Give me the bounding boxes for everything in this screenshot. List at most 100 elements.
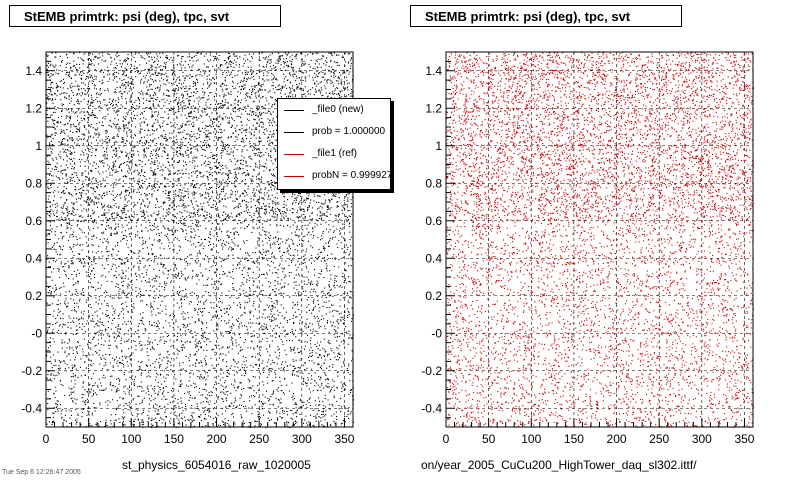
left-data-point xyxy=(135,290,137,292)
left-data-point xyxy=(147,252,149,254)
left-data-point xyxy=(183,416,185,418)
left-data-point xyxy=(116,193,118,195)
left-data-point xyxy=(290,63,292,65)
left-data-point xyxy=(55,165,57,167)
left-data-point xyxy=(217,138,219,140)
left-data-point xyxy=(295,55,297,57)
left-data-point xyxy=(285,212,287,214)
left-data-point xyxy=(153,173,155,175)
left-data-point xyxy=(76,176,78,178)
left-data-point xyxy=(195,200,197,202)
left-data-point xyxy=(331,387,333,389)
left-data-point xyxy=(105,290,107,292)
left-data-point xyxy=(253,315,255,317)
left-data-point xyxy=(327,353,329,355)
left-data-point xyxy=(304,419,306,421)
left-data-point xyxy=(224,59,226,61)
left-data-point xyxy=(146,107,148,109)
left-data-point xyxy=(194,140,196,142)
left-data-point xyxy=(207,157,209,159)
left-data-point xyxy=(234,103,236,105)
left-data-point xyxy=(52,421,54,423)
left-data-point xyxy=(210,104,212,106)
left-data-point xyxy=(121,169,123,171)
left-data-point xyxy=(163,264,165,266)
left-data-point xyxy=(225,410,227,412)
left-data-point xyxy=(218,182,220,184)
left-data-point xyxy=(104,69,106,71)
left-data-point xyxy=(137,419,139,421)
left-data-point xyxy=(269,224,271,226)
left-data-point xyxy=(328,70,330,72)
left-data-point xyxy=(137,218,139,220)
left-data-point xyxy=(269,325,271,327)
left-data-point xyxy=(272,81,274,83)
left-data-point xyxy=(52,210,54,212)
left-data-point xyxy=(138,178,140,180)
left-data-point xyxy=(168,257,170,259)
left-data-point xyxy=(273,362,275,364)
left-data-point xyxy=(127,83,129,85)
left-data-point xyxy=(277,62,279,64)
left-data-point xyxy=(84,149,86,151)
left-data-point xyxy=(117,388,119,390)
left-data-point xyxy=(348,73,350,75)
left-data-point xyxy=(191,131,193,133)
left-data-point xyxy=(79,216,81,218)
left-data-point xyxy=(46,94,48,96)
left-data-point xyxy=(330,52,332,54)
left-data-point xyxy=(65,169,67,171)
left-data-point xyxy=(129,182,131,184)
left-data-point xyxy=(247,295,249,297)
left-data-point xyxy=(192,105,194,107)
left-data-point xyxy=(81,249,83,251)
left-data-point xyxy=(324,287,326,289)
left-data-point xyxy=(149,94,151,96)
left-data-point xyxy=(310,59,312,61)
left-data-point xyxy=(296,234,298,236)
left-data-point xyxy=(253,260,255,262)
left-data-point xyxy=(194,82,196,84)
left-data-point xyxy=(238,334,240,336)
left-data-point xyxy=(158,60,160,62)
left-data-point xyxy=(253,280,255,282)
left-data-point xyxy=(303,64,305,66)
left-data-point xyxy=(124,58,126,60)
left-data-point xyxy=(169,205,171,207)
left-data-point xyxy=(99,349,101,351)
left-data-point xyxy=(99,329,101,331)
left-data-point xyxy=(338,323,340,325)
left-data-point xyxy=(128,284,130,286)
left-data-point xyxy=(82,244,84,246)
left-data-point xyxy=(293,281,295,283)
left-data-point xyxy=(343,88,345,90)
left-data-point xyxy=(208,220,210,222)
left-data-point xyxy=(125,124,127,126)
left-data-point xyxy=(149,134,151,136)
left-data-point xyxy=(198,260,200,262)
left-data-point xyxy=(227,66,229,68)
left-data-point xyxy=(343,343,345,345)
left-data-point xyxy=(314,330,316,332)
left-data-point xyxy=(246,240,248,242)
left-data-point xyxy=(168,103,170,105)
left-data-point xyxy=(173,130,175,132)
left-data-point xyxy=(276,300,278,302)
left-data-point xyxy=(234,136,236,138)
left-data-point xyxy=(247,173,249,175)
left-data-point xyxy=(184,341,186,343)
left-data-point xyxy=(77,413,79,415)
left-data-point xyxy=(89,347,91,349)
left-data-point xyxy=(315,52,317,54)
left-data-point xyxy=(115,110,117,112)
left-data-point xyxy=(273,302,275,304)
left-data-point xyxy=(138,52,140,54)
left-data-point xyxy=(262,96,264,98)
left-data-point xyxy=(204,307,206,309)
left-data-point xyxy=(119,313,121,315)
left-data-point xyxy=(84,134,86,136)
left-data-point xyxy=(267,91,269,93)
left-data-point xyxy=(154,178,156,180)
left-data-point xyxy=(63,150,65,152)
left-data-point xyxy=(71,388,73,390)
